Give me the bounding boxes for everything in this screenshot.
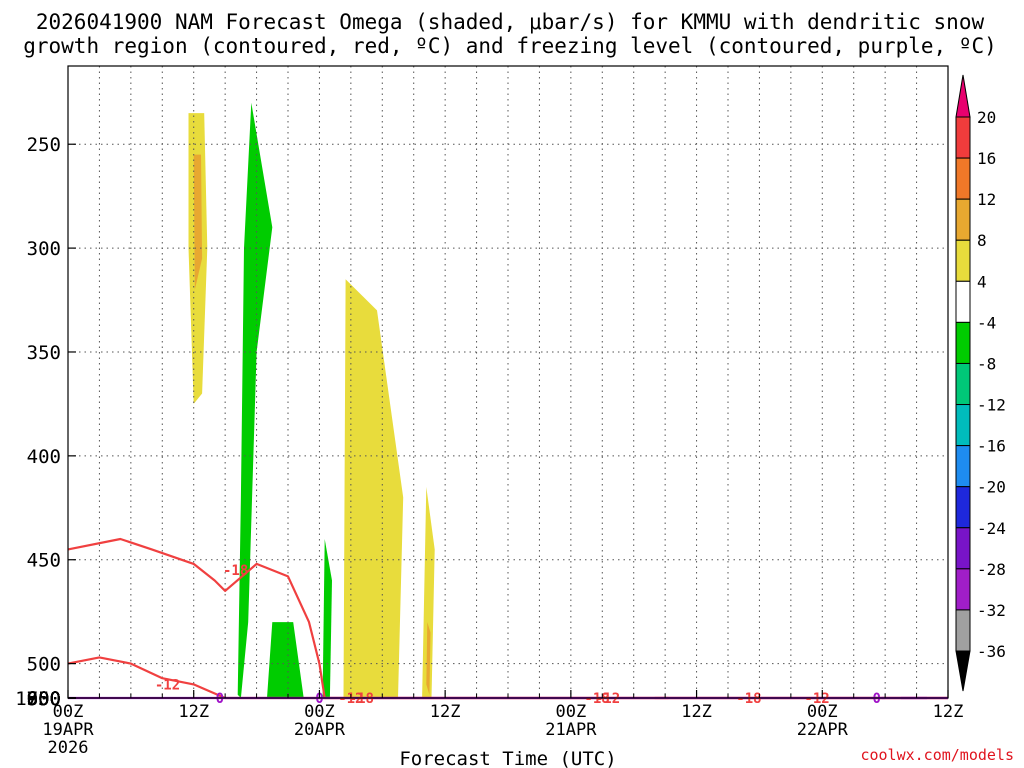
colorbar: 20 16 12 8 4 -4 -8 -12 -16 -20 -24 -28 -32 -36 — [955, 74, 1006, 692]
y-tick-label-300: 300 — [27, 238, 61, 260]
colorbar-box-0 — [955, 116, 971, 159]
y-tick-label-950: 950 — [27, 688, 61, 710]
colorbar-label-2: 12 — [977, 190, 996, 209]
colorbar-box-12 — [955, 609, 971, 652]
y-tick-label-350: 350 — [27, 342, 61, 364]
colorbar-label-11: -28 — [977, 560, 1006, 579]
omega-region-7 — [422, 487, 435, 698]
colorbar-label-10: -24 — [977, 519, 1006, 538]
y-tick-label-450: 450 — [27, 550, 61, 572]
omega-region-1 — [193, 154, 203, 290]
colorbar-label-3: 8 — [977, 231, 987, 250]
colorbar-box-4 — [955, 280, 971, 323]
colorbar-box-8 — [955, 445, 971, 488]
contour-label-0: -18 — [223, 563, 248, 579]
chart-title-line1: 2026041900 NAM Forecast Omega (shaded, μ… — [36, 10, 985, 34]
x-tick-label-84-1: 12Z — [933, 702, 964, 722]
y-tick-label-750: 750 — [27, 688, 61, 710]
omega-region-9 — [256, 622, 304, 698]
x-tick-label-72-1: 00Z — [807, 702, 838, 722]
omega-region-4 — [335, 279, 404, 698]
colorbar-box-7 — [955, 404, 971, 447]
colorbar-label-12: -32 — [977, 601, 1006, 620]
contour-label-5: -12 — [595, 691, 620, 707]
colorbar-label-8: -16 — [977, 437, 1006, 456]
y-tick-label-400: 400 — [27, 446, 61, 468]
contour-label-9: 0 — [315, 691, 323, 707]
x-tick-label-24-1: 00Z — [304, 702, 335, 722]
x-tick-label-72-2: 22APR — [797, 720, 849, 740]
contour-labels: -18-12-18-12 -18-12 -18 -120 0 0 — [155, 563, 881, 707]
omega-region-8 — [426, 622, 431, 695]
y-tick-label-550: 550 — [27, 688, 61, 710]
y-axis: 250 300 350 400 450 500 5506006507007508008509… — [15, 134, 76, 710]
colorbar-label-9: -20 — [977, 478, 1006, 497]
x-tick-label-12-1: 12Z — [178, 702, 209, 722]
colorbar-label-7: -12 — [977, 396, 1006, 415]
x-tick-label-0-1: 00Z — [53, 702, 84, 722]
y-tick-label-1000: 1000 — [15, 688, 61, 710]
y-tick-label-600: 600 — [27, 688, 61, 710]
colorbar-box-10 — [955, 527, 971, 570]
y-tick-label-700: 700 — [27, 688, 61, 710]
x-tick-label-36-1: 12Z — [430, 702, 461, 722]
x-tick-label-0-2: 19APR — [42, 720, 94, 740]
y-tick-label-800: 800 — [27, 688, 61, 710]
x-tick-label-48-2: 21APR — [545, 720, 597, 740]
x-tick-label-60-1: 12Z — [681, 702, 712, 722]
colorbar-box-3 — [955, 239, 971, 282]
x-axis-label: Forecast Time (UTC) — [399, 748, 616, 768]
omega-region-15 — [322, 539, 332, 698]
contour-label-1: -12 — [155, 677, 180, 693]
colorbar-box-2 — [955, 198, 971, 241]
colorbar-box-11 — [955, 568, 971, 611]
colorbar-box-5 — [955, 321, 971, 364]
y-tick-label-850: 850 — [27, 688, 61, 710]
x-tick-label-0-3: 2026 — [48, 738, 89, 758]
colorbar-box-9 — [955, 486, 971, 529]
omega-shading — [188, 102, 435, 698]
y-tick-label-900: 900 — [27, 688, 61, 710]
colorbar-label-4: 4 — [977, 272, 987, 291]
y-tick-label-650: 650 — [27, 688, 61, 710]
omega-region-2 — [237, 102, 273, 698]
contour-label-6: -18 — [736, 691, 761, 707]
contour-label-10: 0 — [873, 691, 881, 707]
x-tick-label-24-2: 20APR — [294, 720, 346, 740]
colorbar-label-1: 16 — [977, 149, 996, 168]
contour-label-7: -12 — [804, 691, 829, 707]
y-tick-label-250: 250 — [27, 134, 61, 156]
colorbar-label-0: 20 — [977, 108, 996, 127]
colorbar-box-1 — [955, 157, 971, 200]
y-tick-label-500: 500 — [27, 654, 61, 676]
source-credit: coolwx.com/models — [860, 746, 1014, 764]
contour-label-3: -12 — [338, 691, 363, 707]
contour-label-2: -18 — [349, 691, 374, 707]
chart-title-line2: growth region (contoured, red, ºC) and f… — [23, 34, 997, 58]
colorbar-label-5: -4 — [977, 313, 996, 332]
colorbar-bottom-triangle — [955, 650, 971, 692]
colorbar-label-6: -8 — [977, 354, 996, 373]
contour-label-4: -18 — [584, 691, 609, 707]
contour-label-8: 0 — [216, 691, 224, 707]
x-tick-label-48-1: 00Z — [555, 702, 586, 722]
colorbar-box-6 — [955, 362, 971, 406]
colorbar-label-13: -36 — [977, 642, 1006, 661]
